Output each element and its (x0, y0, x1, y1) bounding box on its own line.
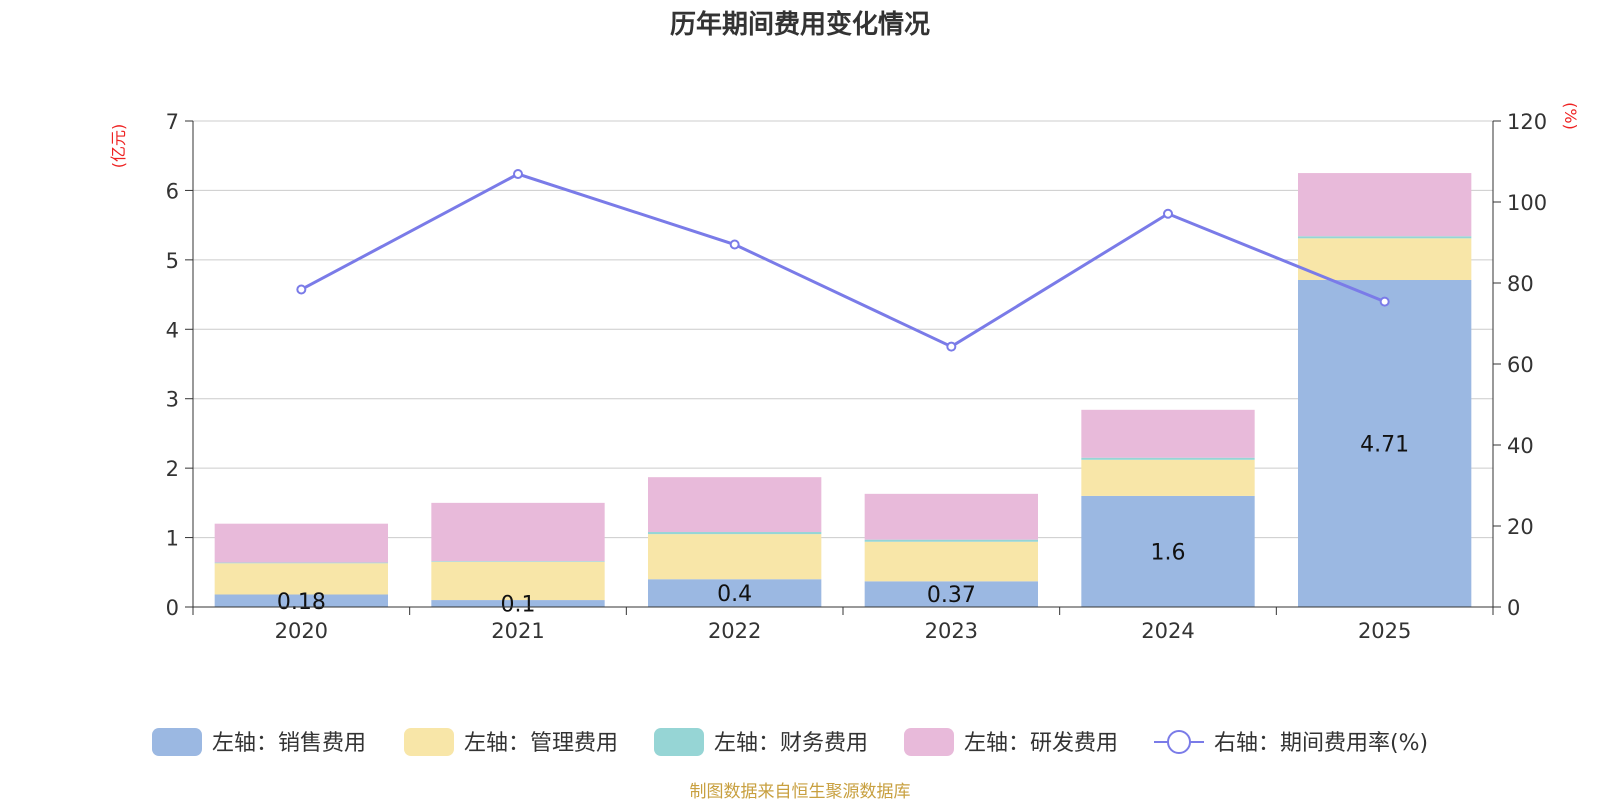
line-path (300, 172, 1386, 349)
legend-label: 左轴：研发费用 (964, 731, 1118, 756)
bar-segment (1081, 495, 1255, 607)
x-tick-label: 2024 (1141, 619, 1194, 643)
right-tick-label: 100 (1507, 191, 1547, 215)
right-tick-label: 20 (1507, 515, 1534, 539)
bar-data-label: 0.1 (501, 593, 536, 618)
bar-segment (1298, 279, 1472, 607)
chart-title: 历年期间费用变化情况 (669, 10, 930, 40)
right-tick-label: 60 (1507, 353, 1534, 377)
right-tick-label: 120 (1507, 110, 1547, 134)
x-tick-label: 2023 (925, 619, 978, 643)
left-tick-label: 7 (166, 110, 179, 134)
line-point (296, 284, 307, 295)
x-tick-label: 2021 (491, 619, 544, 643)
bar-segment (648, 534, 822, 580)
grid-lines (193, 120, 1493, 539)
legend: 左轴：销售费用 左轴：管理费用 左轴：财务费用 左轴：研发费用 右轴：期间费用率(%) (152, 728, 1428, 756)
line-point (946, 341, 957, 352)
legend-swatch (654, 728, 704, 756)
bar-segment (1081, 457, 1255, 460)
bar-data-label: 0.18 (277, 590, 326, 615)
bar-segment (431, 502, 605, 562)
bar-segment (1298, 238, 1472, 280)
bar-data-label: 0.37 (927, 583, 976, 608)
source-footer: 制图数据来自恒生聚源数据库 (689, 782, 911, 802)
bar-segment (648, 579, 822, 607)
bar-data-labels: 0.18 0.1 0.4 0.37 1.6 4.71 (277, 432, 1409, 617)
legend-swatch (904, 728, 954, 756)
bar-series (214, 173, 1472, 607)
legend-swatch (152, 728, 202, 756)
left-axis-unit: (亿元) (109, 124, 128, 169)
bar-data-label: 0.4 (717, 582, 752, 607)
x-tick-label: 2020 (275, 619, 328, 643)
left-tick-label: 5 (166, 249, 179, 273)
bar-segment (214, 594, 388, 607)
line-series (296, 169, 1390, 352)
line-point (513, 169, 523, 180)
legend-label: 左轴：管理费用 (464, 731, 618, 756)
axes: 0 1 2 3 4 5 6 7 0 20 40 60 80 100 120 (亿元) (%) 2020 2021 20… (109, 102, 1580, 643)
right-axis-unit: (%) (1561, 102, 1580, 130)
left-tick-label: 3 (166, 388, 179, 412)
bar-segment (864, 581, 1038, 607)
bar-segment (431, 600, 605, 607)
bar-segment (214, 523, 388, 563)
legend-label: 左轴：销售费用 (212, 731, 366, 756)
bar-segment (648, 477, 822, 533)
left-tick-label: 6 (166, 179, 179, 203)
bar-segment (864, 541, 1038, 582)
left-tick-label: 1 (166, 527, 179, 551)
bar-segment (1298, 236, 1472, 239)
line-point (1163, 208, 1173, 219)
x-tick-label: 2025 (1358, 619, 1411, 643)
right-tick-label: 80 (1507, 272, 1534, 296)
bar-data-label: 1.6 (1151, 540, 1186, 565)
right-tick-label: 0 (1507, 596, 1520, 620)
bar-segment (431, 561, 605, 562)
bar-segment (431, 561, 605, 601)
legend-label: 右轴：期间费用率(%) (1214, 731, 1428, 756)
legend-swatch (404, 728, 454, 756)
bar-segment (214, 563, 388, 595)
legend-marker-icon (1167, 730, 1191, 754)
right-tick-label: 40 (1507, 434, 1534, 458)
bar-segment (214, 562, 388, 564)
bar-segment (1081, 409, 1255, 458)
left-tick-label: 4 (166, 318, 179, 342)
line-point (729, 239, 740, 250)
legend-label: 左轴：财务费用 (714, 731, 868, 756)
line-point (1379, 296, 1390, 307)
left-tick-label: 2 (166, 457, 179, 481)
bar-segment (864, 539, 1038, 542)
left-tick-label: 0 (166, 596, 179, 620)
bar-segment (1081, 459, 1255, 496)
bar-data-label: 4.71 (1360, 432, 1409, 457)
x-tick-label: 2022 (708, 619, 761, 643)
bar-segment (648, 532, 822, 535)
bar-segment (864, 493, 1038, 540)
bar-segment (1298, 173, 1472, 237)
